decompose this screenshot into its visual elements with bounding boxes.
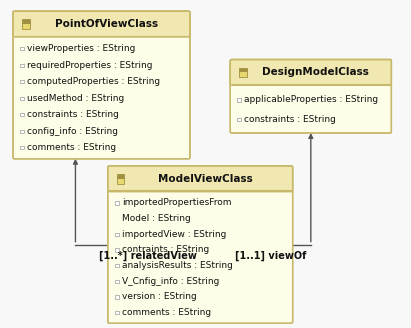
- Text: importedPropertiesFrom: importedPropertiesFrom: [122, 198, 231, 208]
- Bar: [20, 130, 24, 133]
- Text: requiredProperties : EString: requiredProperties : EString: [27, 61, 153, 70]
- Text: comments : EString: comments : EString: [27, 143, 116, 152]
- FancyBboxPatch shape: [108, 166, 293, 323]
- FancyBboxPatch shape: [13, 11, 190, 37]
- Bar: [232, 61, 390, 84]
- Text: computedProperties : EString: computedProperties : EString: [27, 77, 160, 86]
- Bar: [20, 80, 24, 83]
- Bar: [20, 97, 24, 100]
- Bar: [20, 64, 24, 67]
- Text: V_Cnfig_info : EString: V_Cnfig_info : EString: [122, 277, 219, 286]
- Bar: [22, 19, 30, 23]
- Bar: [115, 280, 119, 283]
- Bar: [20, 146, 24, 149]
- Text: version : EString: version : EString: [122, 293, 197, 301]
- Bar: [239, 71, 247, 77]
- Bar: [20, 113, 24, 116]
- Bar: [238, 98, 241, 102]
- Text: Model : EString: Model : EString: [122, 214, 191, 223]
- FancyBboxPatch shape: [108, 166, 293, 192]
- Text: usedMethod : EString: usedMethod : EString: [27, 94, 125, 103]
- Bar: [116, 174, 125, 178]
- Bar: [115, 248, 119, 252]
- Bar: [115, 201, 119, 205]
- Text: constraints : EString: constraints : EString: [27, 110, 119, 119]
- Bar: [239, 68, 247, 71]
- Text: PointOfViewClass: PointOfViewClass: [55, 19, 158, 29]
- FancyBboxPatch shape: [13, 11, 190, 159]
- Text: [1..1] viewOf: [1..1] viewOf: [236, 251, 307, 261]
- Text: viewProperties : EString: viewProperties : EString: [27, 44, 136, 53]
- Bar: [115, 295, 119, 298]
- Text: comments : EString: comments : EString: [122, 308, 211, 317]
- Text: constraints : EString: constraints : EString: [245, 115, 336, 124]
- Bar: [22, 23, 30, 29]
- Bar: [115, 311, 119, 314]
- FancyBboxPatch shape: [230, 59, 391, 85]
- Text: [1..*] relatedView: [1..*] relatedView: [99, 251, 197, 261]
- Bar: [20, 47, 24, 51]
- FancyBboxPatch shape: [230, 59, 391, 133]
- Text: config_info : EString: config_info : EString: [27, 127, 118, 136]
- Bar: [115, 264, 119, 267]
- Text: DesignModelClass: DesignModelClass: [262, 68, 369, 77]
- Text: applicableProperties : EString: applicableProperties : EString: [245, 95, 379, 104]
- Bar: [238, 118, 241, 121]
- Bar: [116, 178, 125, 184]
- Text: ModelViewClass: ModelViewClass: [157, 174, 252, 184]
- Bar: [109, 167, 291, 191]
- Bar: [15, 12, 188, 36]
- Bar: [115, 233, 119, 236]
- Text: importedView : EString: importedView : EString: [122, 230, 226, 239]
- Text: analysisResults : EString: analysisResults : EString: [122, 261, 233, 270]
- Text: contraints : EString: contraints : EString: [122, 245, 209, 255]
